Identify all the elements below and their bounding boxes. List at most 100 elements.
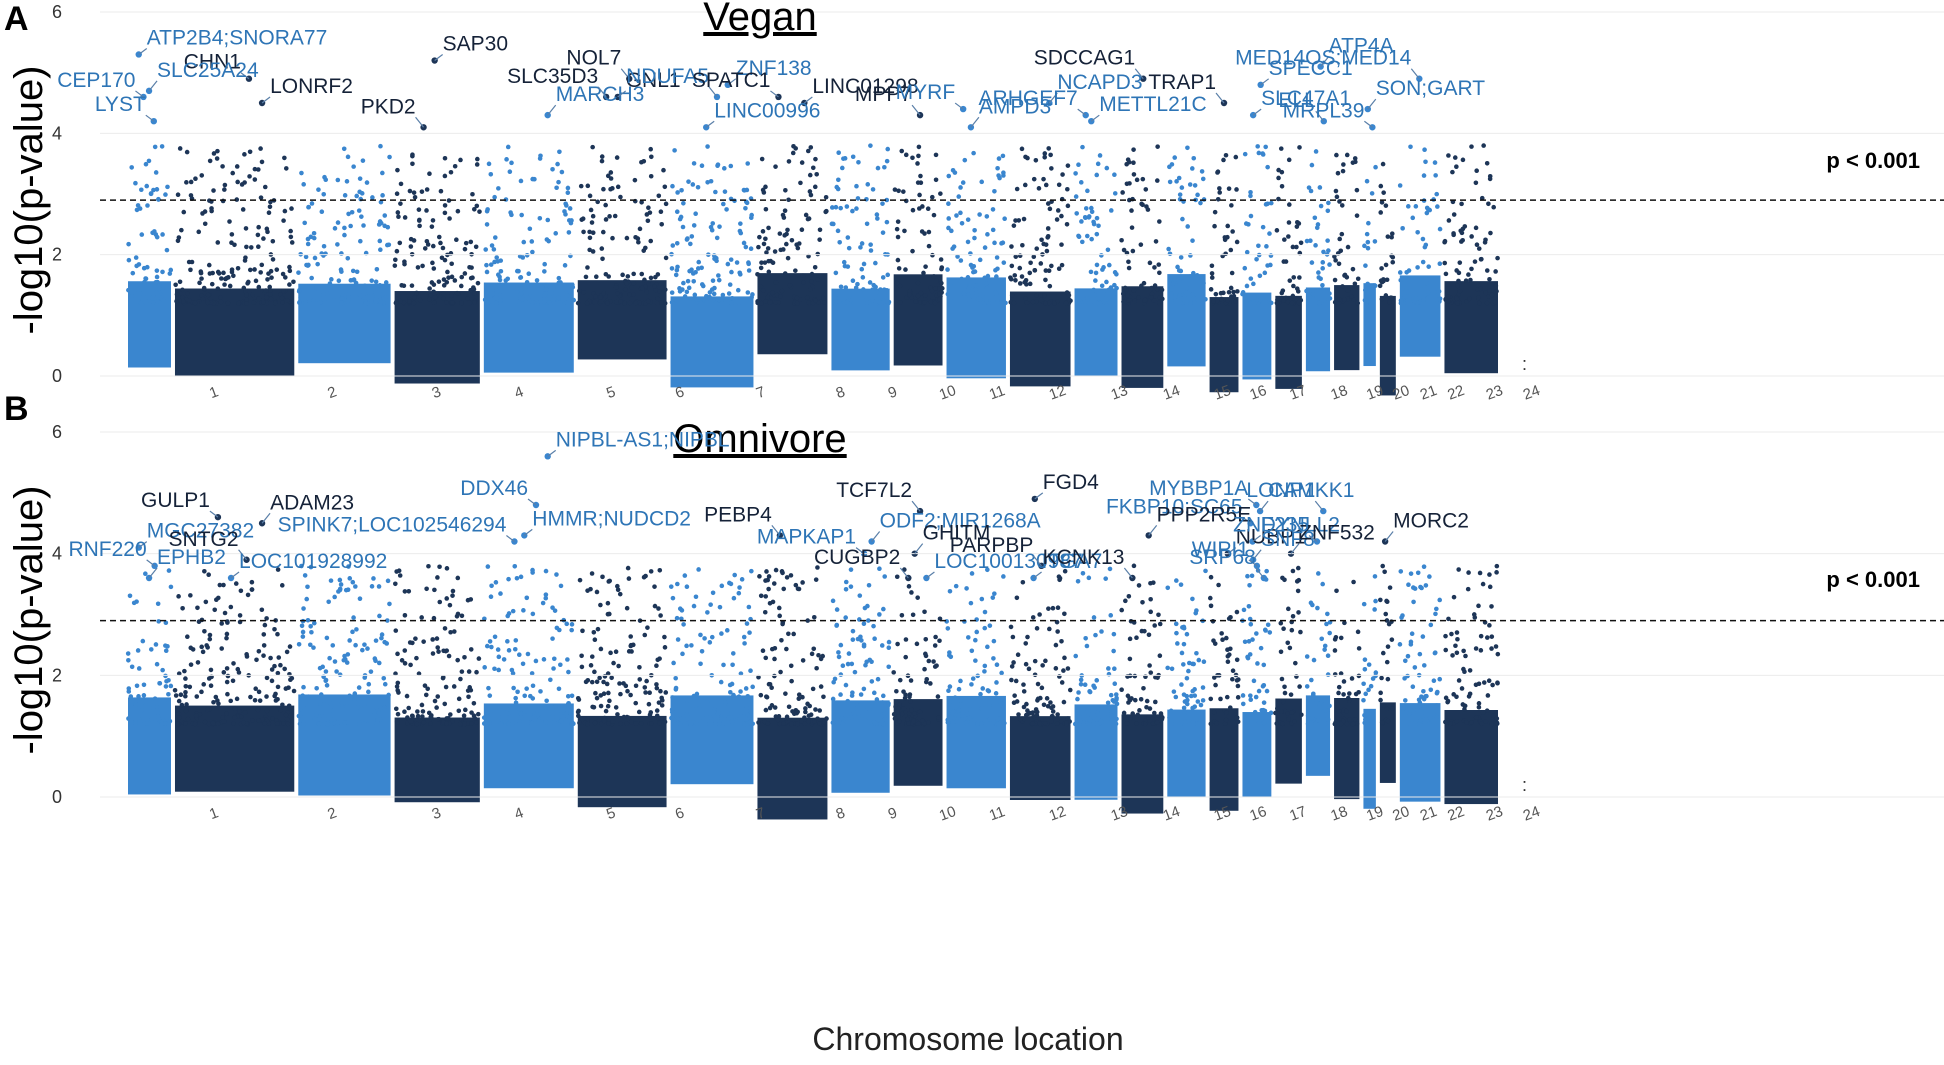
snp-point bbox=[565, 657, 570, 662]
snp-point bbox=[287, 644, 293, 649]
snp-point bbox=[691, 693, 697, 699]
snp-point bbox=[368, 299, 374, 304]
snp-point bbox=[1326, 200, 1331, 206]
snp-point bbox=[246, 279, 251, 285]
label-leader-line bbox=[855, 547, 865, 555]
gene-label: MED14OS;MED14 bbox=[1235, 47, 1412, 70]
snp-point bbox=[1344, 708, 1349, 714]
snp-point bbox=[605, 671, 611, 676]
snp-point bbox=[311, 620, 317, 626]
snp-point bbox=[1379, 296, 1385, 302]
snp-point bbox=[195, 605, 200, 611]
snp-point bbox=[648, 275, 654, 281]
snp-point bbox=[1032, 658, 1038, 664]
snp-point bbox=[631, 281, 637, 286]
x-tick-label: 8 bbox=[834, 383, 848, 402]
snp-point bbox=[129, 293, 135, 299]
snp-point bbox=[1295, 289, 1301, 294]
snp-point bbox=[146, 158, 152, 164]
snp-point bbox=[1229, 270, 1235, 276]
snp-point bbox=[1136, 295, 1141, 300]
snp-point bbox=[1368, 683, 1374, 689]
snp-point bbox=[1402, 293, 1408, 299]
snp-point bbox=[323, 177, 329, 183]
snp-point bbox=[261, 236, 266, 241]
snp-point bbox=[971, 717, 977, 723]
snp-point bbox=[577, 577, 583, 583]
snp-point bbox=[176, 698, 182, 704]
snp-point bbox=[442, 626, 448, 631]
snp-point bbox=[590, 144, 595, 150]
snp-point bbox=[462, 721, 467, 727]
snp-point bbox=[984, 298, 989, 303]
snp-point bbox=[1487, 288, 1492, 294]
snp-point bbox=[1135, 712, 1141, 718]
snp-point bbox=[217, 582, 223, 588]
snp-point bbox=[489, 243, 495, 248]
snp-point bbox=[1268, 710, 1274, 716]
snp-point bbox=[999, 670, 1004, 676]
snp-point bbox=[1384, 598, 1389, 604]
snp-point bbox=[1218, 290, 1224, 296]
snp-point bbox=[179, 702, 185, 708]
snp-point bbox=[659, 695, 664, 701]
snp-point bbox=[216, 701, 221, 706]
snp-point bbox=[527, 226, 533, 232]
snp-point bbox=[1378, 697, 1383, 703]
snp-point bbox=[836, 150, 841, 155]
snp-point bbox=[633, 234, 638, 240]
snp-point bbox=[176, 711, 182, 717]
snp-point bbox=[256, 718, 262, 723]
snp-point bbox=[805, 216, 811, 222]
snp-point bbox=[543, 705, 549, 711]
snp-point bbox=[766, 225, 771, 231]
snp-point bbox=[1190, 596, 1195, 602]
snp-point bbox=[242, 710, 248, 715]
snp-point bbox=[591, 629, 597, 635]
gene-label: KCNK13 bbox=[1043, 546, 1125, 569]
snp-point bbox=[821, 694, 826, 700]
snp-point bbox=[821, 295, 826, 301]
snp-point bbox=[1287, 278, 1293, 283]
snp-point bbox=[363, 696, 369, 701]
snp-point bbox=[607, 214, 612, 219]
snp-point bbox=[1223, 152, 1229, 158]
snp-point bbox=[1059, 242, 1064, 247]
label-leader-line bbox=[926, 571, 935, 579]
snp-point bbox=[663, 201, 669, 207]
snp-point bbox=[302, 300, 308, 306]
snp-point bbox=[761, 190, 767, 195]
x-tick-label: 10 bbox=[937, 382, 958, 404]
snp-point bbox=[843, 713, 849, 718]
snp-point bbox=[644, 678, 649, 684]
snp-point bbox=[1385, 644, 1391, 649]
snp-point bbox=[837, 299, 842, 305]
snp-point bbox=[850, 278, 856, 283]
snp-point bbox=[1158, 711, 1164, 716]
snp-point bbox=[1336, 708, 1342, 714]
snp-point bbox=[979, 179, 985, 185]
snp-point bbox=[1344, 721, 1350, 727]
snp-point bbox=[702, 636, 707, 641]
snp-point bbox=[564, 293, 570, 298]
snp-point bbox=[558, 583, 564, 589]
snp-point bbox=[864, 300, 870, 306]
snp-point bbox=[498, 591, 503, 596]
snp-point bbox=[840, 721, 845, 726]
snp-point bbox=[972, 269, 978, 274]
snp-point bbox=[800, 658, 806, 663]
snp-point bbox=[154, 290, 159, 295]
snp-point bbox=[431, 289, 436, 295]
snp-point bbox=[1290, 293, 1296, 299]
snp-point bbox=[1454, 268, 1459, 273]
snp-point bbox=[848, 567, 854, 572]
chart-title: Omnivore bbox=[673, 417, 846, 461]
snp-point bbox=[973, 637, 978, 643]
snp-point bbox=[489, 644, 494, 650]
snp-point bbox=[179, 227, 184, 233]
snp-point bbox=[982, 663, 988, 669]
snp-point bbox=[1325, 672, 1331, 677]
snp-point bbox=[435, 645, 440, 650]
snp-point bbox=[282, 155, 287, 161]
snp-point bbox=[1127, 656, 1133, 662]
